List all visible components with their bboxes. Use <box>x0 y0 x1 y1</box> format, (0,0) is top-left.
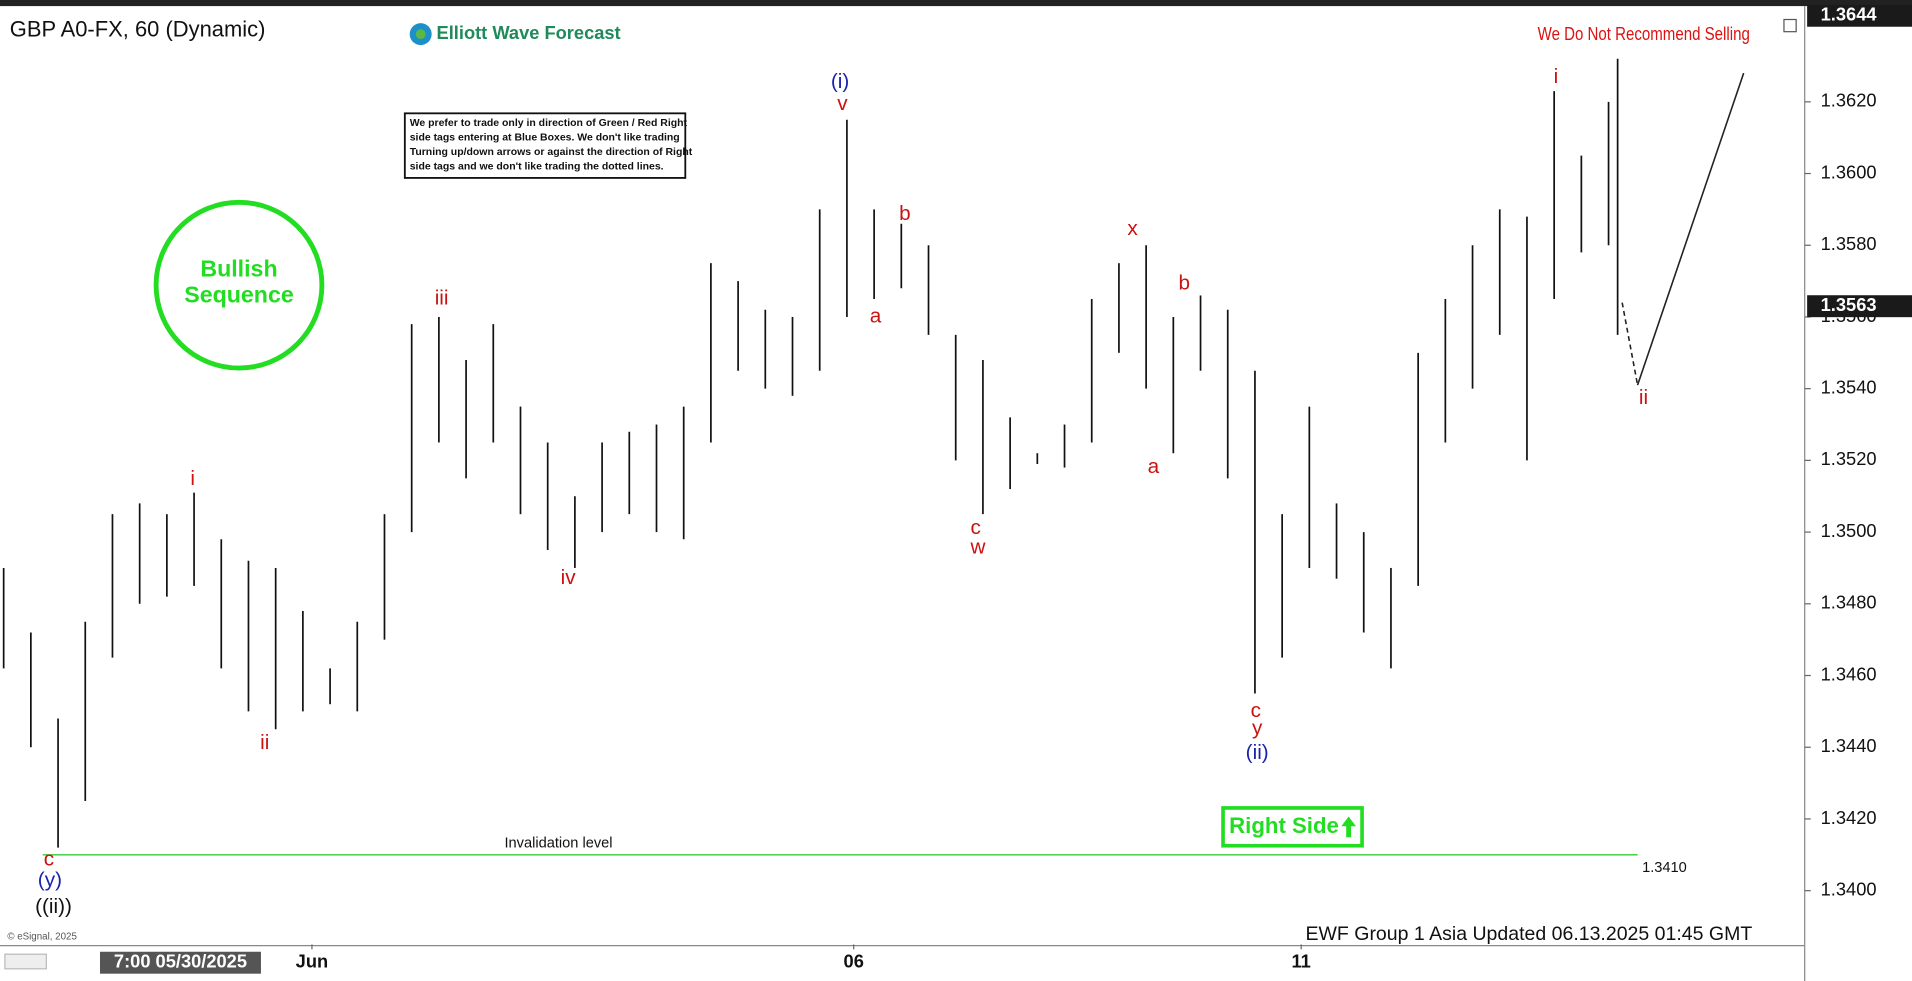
top-border <box>0 0 1912 7</box>
logo-icon-inner <box>415 29 426 39</box>
wave-label: (ii) <box>1246 741 1269 764</box>
wave-label: b <box>1178 271 1190 294</box>
y-tick-label: 1.3440 <box>1821 735 1877 756</box>
wave-label: b <box>899 202 911 225</box>
badge-circle <box>153 199 325 371</box>
badge-text: Sequence <box>184 281 294 307</box>
y-tick-label: 1.3620 <box>1821 90 1877 111</box>
wave-label: (y) <box>38 868 62 891</box>
x-tick-label: Jun <box>296 951 328 972</box>
cursor-label: 7:00 05/30/2025 <box>114 951 247 972</box>
wave-label: c <box>44 848 54 871</box>
note-line: Turning up/down arrows or against the di… <box>410 147 693 158</box>
bullish-badge: Bullish Sequence <box>153 199 325 371</box>
invalidation-value: 1.3410 <box>1642 860 1687 876</box>
wave-label: i <box>190 467 195 490</box>
note-line: side tags and we don't like trading the … <box>410 162 664 173</box>
wave-label: a <box>870 304 882 327</box>
y-tick-label: 1.3600 <box>1821 161 1877 182</box>
window-icon[interactable] <box>1783 18 1797 33</box>
projection-dashed <box>1621 302 1639 386</box>
cursor-label-bg <box>99 951 261 974</box>
logo: Elliott Wave Forecast <box>409 22 621 46</box>
y-tick-label: 1.3580 <box>1821 233 1877 254</box>
wave-label: (i) <box>831 70 849 93</box>
note-frame <box>403 112 687 179</box>
y-tick-label: 1.3480 <box>1821 592 1877 613</box>
note-line: side tags entering at Blue Boxes. We don… <box>410 132 680 143</box>
wave-label: c <box>1251 699 1261 722</box>
wave-label: v <box>837 92 848 115</box>
badge-text: Bullish <box>200 256 277 282</box>
wave-label: x <box>1127 217 1138 240</box>
chart-title: GBP A0-FX, 60 (Dynamic) <box>10 16 266 41</box>
x-tick-label: 06 <box>844 951 864 972</box>
wave-label: y <box>1252 716 1263 739</box>
price-tag: 1.3644 <box>1821 4 1878 25</box>
price-tag-bg <box>1807 295 1912 318</box>
y-tick-label: 1.3540 <box>1821 377 1877 398</box>
wave-label: w <box>969 535 986 558</box>
wave-label: ii <box>260 731 269 754</box>
wave-label: ii <box>1639 386 1648 409</box>
y-tick-label: 1.3500 <box>1821 520 1877 541</box>
wave-label: i <box>1554 65 1559 88</box>
wave-label: c <box>970 516 980 539</box>
right-side-text: Right Side <box>1229 813 1339 838</box>
y-tick-label: 1.3460 <box>1821 663 1877 684</box>
y-tick-label: 1.3420 <box>1821 807 1877 828</box>
price-tag: 1.3563 <box>1821 294 1877 315</box>
logo-text: Elliott Wave Forecast <box>437 22 621 43</box>
x-tick-label: 11 <box>1292 951 1311 972</box>
wave-label: ((ii)) <box>35 895 72 918</box>
up-arrow <box>1341 816 1356 838</box>
dyn-button[interactable] <box>4 953 47 970</box>
note-box: We prefer to trade only in direction of … <box>403 112 693 179</box>
warning-text: We Do Not Recommend Selling <box>1538 23 1750 44</box>
right-side-frame <box>1221 806 1364 848</box>
y-tick-label: 1.3400 <box>1821 878 1877 899</box>
price-tag-bg <box>1807 4 1912 27</box>
footer: EWF Group 1 Asia Updated 06.13.2025 01:4… <box>1306 923 1753 945</box>
y-tick-label: 1.3520 <box>1821 448 1877 469</box>
right-side-tag: Right Side <box>1221 806 1364 848</box>
projection-line <box>1636 72 1745 386</box>
wave-label: a <box>1148 455 1160 478</box>
invalidation-label: Invalidation level <box>504 836 612 852</box>
copyright: © eSignal, 2025 <box>7 932 77 943</box>
wave-label: iv <box>561 566 577 589</box>
wave-label: iii <box>435 287 449 310</box>
note-line: We prefer to trade only in direction of … <box>410 118 688 129</box>
